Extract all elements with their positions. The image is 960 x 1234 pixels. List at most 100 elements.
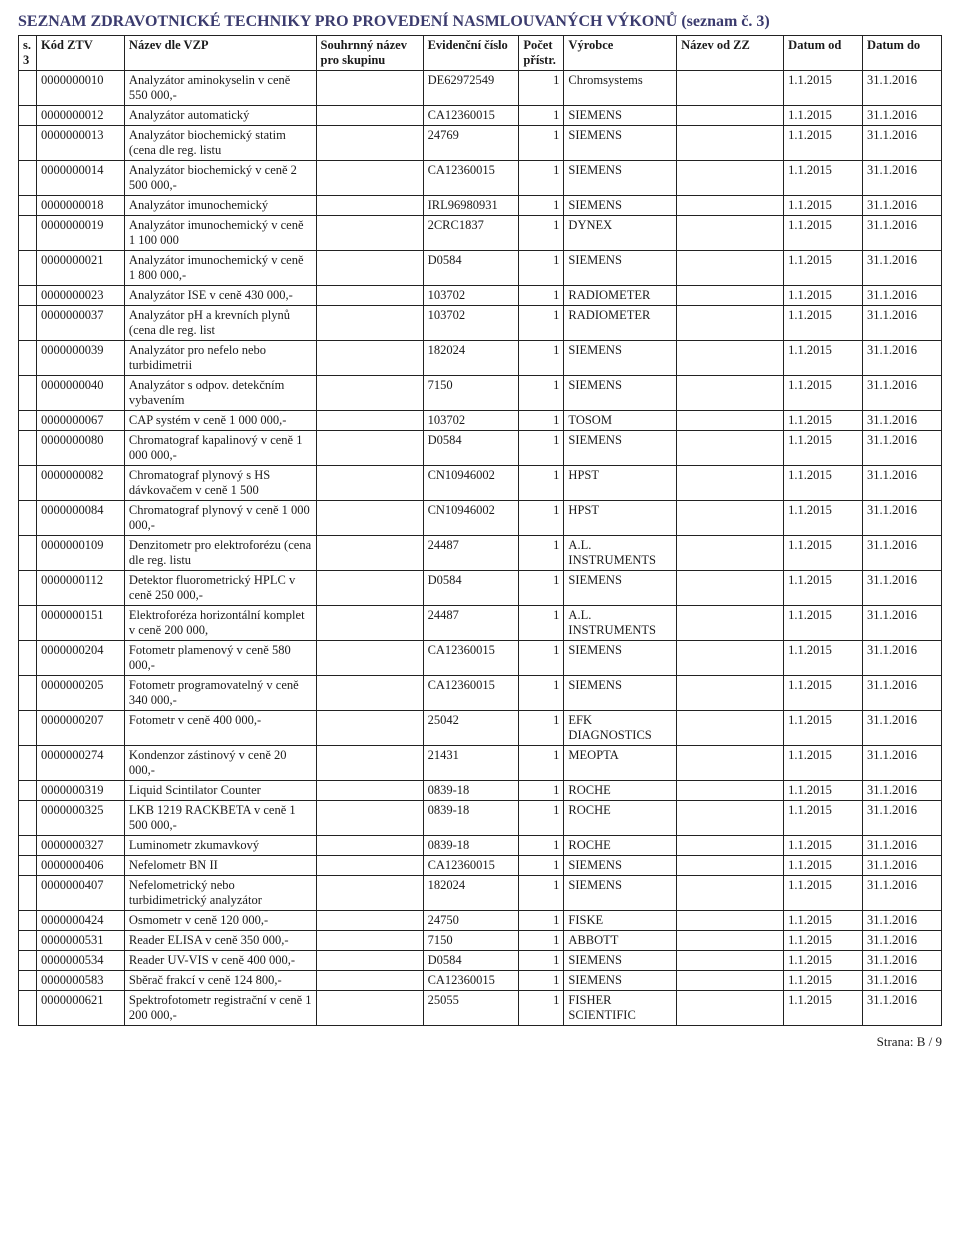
cell: SIEMENS xyxy=(564,161,677,196)
cell: 1.1.2015 xyxy=(784,971,863,991)
cell: 1 xyxy=(519,376,564,411)
cell: 1 xyxy=(519,306,564,341)
cell: 31.1.2016 xyxy=(863,876,942,911)
cell: D0584 xyxy=(423,571,519,606)
cell: 31.1.2016 xyxy=(863,971,942,991)
cell: 0000000019 xyxy=(37,216,125,251)
cell: Elektroforéza horizontální komplet v cen… xyxy=(124,606,316,641)
cell: 31.1.2016 xyxy=(863,431,942,466)
cell: 1 xyxy=(519,341,564,376)
cell: SIEMENS xyxy=(564,251,677,286)
cell xyxy=(316,991,423,1026)
cell: 1.1.2015 xyxy=(784,216,863,251)
cell: Nefelometrický nebo turbidimetrický anal… xyxy=(124,876,316,911)
cell: Analyzátor ISE v ceně 430 000,- xyxy=(124,286,316,306)
cell xyxy=(19,71,37,106)
cell xyxy=(19,466,37,501)
cell: 31.1.2016 xyxy=(863,341,942,376)
page: SEZNAM ZDRAVOTNICKÉ TECHNIKY PRO PROVEDE… xyxy=(0,0,960,1090)
cell: 1.1.2015 xyxy=(784,536,863,571)
cell xyxy=(677,931,784,951)
cell xyxy=(316,431,423,466)
cell xyxy=(316,836,423,856)
cell: 0000000319 xyxy=(37,781,125,801)
cell: MEOPTA xyxy=(564,746,677,781)
cell: 1.1.2015 xyxy=(784,951,863,971)
cell: RADIOMETER xyxy=(564,286,677,306)
cell: 1 xyxy=(519,196,564,216)
cell: 31.1.2016 xyxy=(863,676,942,711)
cell xyxy=(677,911,784,931)
cell: Denzitometr pro elektroforézu (cena dle … xyxy=(124,536,316,571)
cell xyxy=(19,286,37,306)
cell xyxy=(316,676,423,711)
cell xyxy=(316,801,423,836)
cell: 1 xyxy=(519,876,564,911)
cell: 0839-18 xyxy=(423,836,519,856)
cell: IRL96980931 xyxy=(423,196,519,216)
table-row: 0000000084Chromatograf plynový v ceně 1 … xyxy=(19,501,942,536)
cell: SIEMENS xyxy=(564,856,677,876)
cell: FISKE xyxy=(564,911,677,931)
cell: 1 xyxy=(519,606,564,641)
table-row: 0000000406Nefelometr BN IICA123600151SIE… xyxy=(19,856,942,876)
cell xyxy=(677,431,784,466)
table-row: 0000000534Reader UV-VIS v ceně 400 000,-… xyxy=(19,951,942,971)
cell: 1.1.2015 xyxy=(784,801,863,836)
cell: 1.1.2015 xyxy=(784,606,863,641)
table-row: 0000000424Osmometr v ceně 120 000,-24750… xyxy=(19,911,942,931)
cell: Reader ELISA v ceně 350 000,- xyxy=(124,931,316,951)
cell xyxy=(677,641,784,676)
cell: 1 xyxy=(519,711,564,746)
cell: 1 xyxy=(519,161,564,196)
cell xyxy=(677,106,784,126)
cell: 24769 xyxy=(423,126,519,161)
cell xyxy=(19,781,37,801)
table-row: 0000000023Analyzátor ISE v ceně 430 000,… xyxy=(19,286,942,306)
cell: 1 xyxy=(519,536,564,571)
cell: 0000000534 xyxy=(37,951,125,971)
cell: 1 xyxy=(519,991,564,1026)
table-row: 0000000531Reader ELISA v ceně 350 000,-7… xyxy=(19,931,942,951)
cell: 1 xyxy=(519,746,564,781)
cell: 1 xyxy=(519,911,564,931)
cell: 0000000084 xyxy=(37,501,125,536)
cell: SIEMENS xyxy=(564,341,677,376)
cell: 31.1.2016 xyxy=(863,501,942,536)
cell xyxy=(316,306,423,341)
table-header-row: s. 3 Kód ZTV Název dle VZP Souhrnný náze… xyxy=(19,36,942,71)
cell: 1.1.2015 xyxy=(784,106,863,126)
cell: 1.1.2015 xyxy=(784,711,863,746)
cell: 1.1.2015 xyxy=(784,376,863,411)
cell xyxy=(19,161,37,196)
cell: 7150 xyxy=(423,376,519,411)
cell: 1 xyxy=(519,856,564,876)
cell: 0000000583 xyxy=(37,971,125,991)
table-row: 0000000019Analyzátor imunochemický v cen… xyxy=(19,216,942,251)
page-title: SEZNAM ZDRAVOTNICKÉ TECHNIKY PRO PROVEDE… xyxy=(18,12,942,31)
cell: CA12360015 xyxy=(423,106,519,126)
col-datum-od: Datum od xyxy=(784,36,863,71)
col-nazev-zz: Název od ZZ xyxy=(677,36,784,71)
col-souhrnny: Souhrnný název pro skupinu xyxy=(316,36,423,71)
cell: SIEMENS xyxy=(564,876,677,911)
cell xyxy=(677,286,784,306)
cell xyxy=(19,431,37,466)
table-row: 0000000021Analyzátor imunochemický v cen… xyxy=(19,251,942,286)
cell xyxy=(316,341,423,376)
cell xyxy=(677,71,784,106)
cell: 1.1.2015 xyxy=(784,196,863,216)
cell: Analyzátor aminokyselin v ceně 550 000,- xyxy=(124,71,316,106)
cell xyxy=(677,801,784,836)
cell xyxy=(677,746,784,781)
cell xyxy=(677,951,784,971)
cell xyxy=(677,376,784,411)
cell: 0000000067 xyxy=(37,411,125,431)
cell: 0000000205 xyxy=(37,676,125,711)
cell: 31.1.2016 xyxy=(863,991,942,1026)
cell: 31.1.2016 xyxy=(863,781,942,801)
cell: 31.1.2016 xyxy=(863,251,942,286)
cell: 1.1.2015 xyxy=(784,991,863,1026)
cell: Fotometr programovatelný v ceně 340 000,… xyxy=(124,676,316,711)
cell xyxy=(19,876,37,911)
